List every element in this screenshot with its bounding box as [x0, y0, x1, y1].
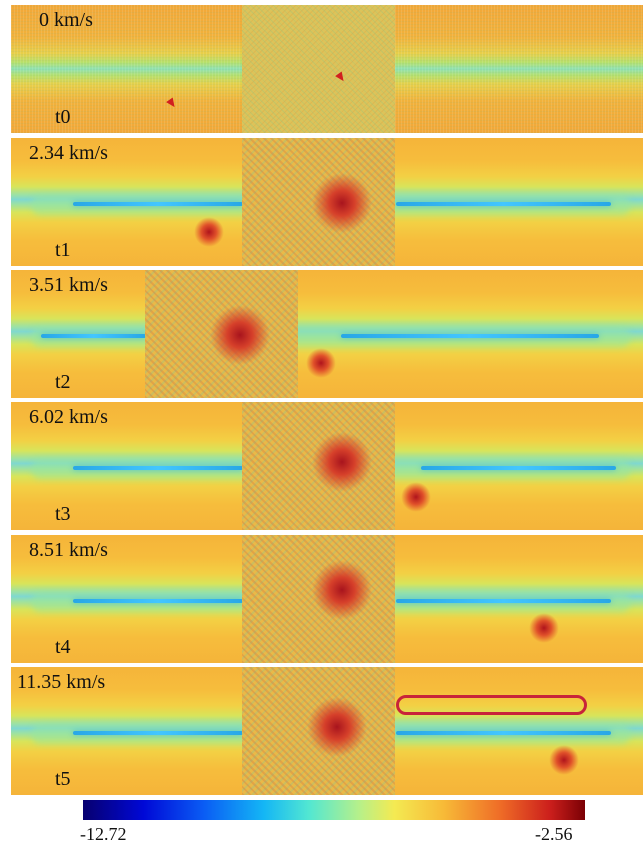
colorbar — [83, 800, 585, 820]
crack-tip-zoom — [312, 432, 372, 492]
panel-t4: 8.51 km/s t4 — [11, 535, 643, 663]
zoom-inset — [242, 535, 395, 663]
crack-right — [421, 466, 616, 470]
panel-t1: 2.34 km/s t1 — [11, 138, 643, 266]
time-label: t3 — [55, 503, 71, 525]
crack-tip — [549, 745, 579, 775]
time-label: t5 — [55, 768, 71, 790]
atom-marker-left — [166, 97, 178, 110]
time-label: t4 — [55, 636, 71, 658]
crack-tip-zoom — [312, 173, 372, 233]
crack-left — [73, 202, 243, 206]
velocity-label: 2.34 km/s — [29, 142, 108, 164]
colorbar-min-label: -12.72 — [80, 824, 127, 844]
crack-left — [73, 731, 243, 735]
zoom-inset — [242, 5, 395, 133]
time-label: t0 — [55, 106, 71, 128]
crack-left — [41, 334, 146, 338]
velocity-label: 0 km/s — [39, 9, 93, 31]
velocity-label: 3.51 km/s — [29, 274, 108, 296]
crack-tip — [194, 217, 224, 247]
zoom-inset — [242, 138, 395, 266]
crack-left — [73, 599, 243, 603]
velocity-label: 11.35 km/s — [17, 671, 106, 693]
crack-tip — [306, 348, 336, 378]
secondary-crack-ring — [396, 695, 587, 715]
crack-right — [396, 731, 611, 735]
zoom-inset — [145, 270, 298, 398]
crack-tip-zoom — [312, 560, 372, 620]
time-label: t2 — [55, 371, 71, 393]
velocity-label: 6.02 km/s — [29, 406, 108, 428]
crack-left — [73, 466, 243, 470]
crack-right — [396, 202, 611, 206]
panel-t0: 0 km/s t0 — [11, 5, 643, 133]
panel-t3: 6.02 km/s t3 — [11, 402, 643, 530]
zoom-inset — [242, 402, 395, 530]
crack-right — [396, 599, 611, 603]
colorbar-max-label: -2.56 — [535, 824, 573, 844]
crack-tip-zoom — [210, 305, 270, 365]
time-label: t1 — [55, 239, 71, 261]
crack-tip-zoom — [307, 697, 367, 757]
zoom-inset — [242, 667, 395, 795]
crack-tip — [401, 482, 431, 512]
panel-t5: 11.35 km/s t5 — [11, 667, 643, 795]
crack-tip — [529, 613, 559, 643]
panel-t2: 3.51 km/s t2 — [11, 270, 643, 398]
crack-right — [341, 334, 599, 338]
velocity-label: 8.51 km/s — [29, 539, 108, 561]
